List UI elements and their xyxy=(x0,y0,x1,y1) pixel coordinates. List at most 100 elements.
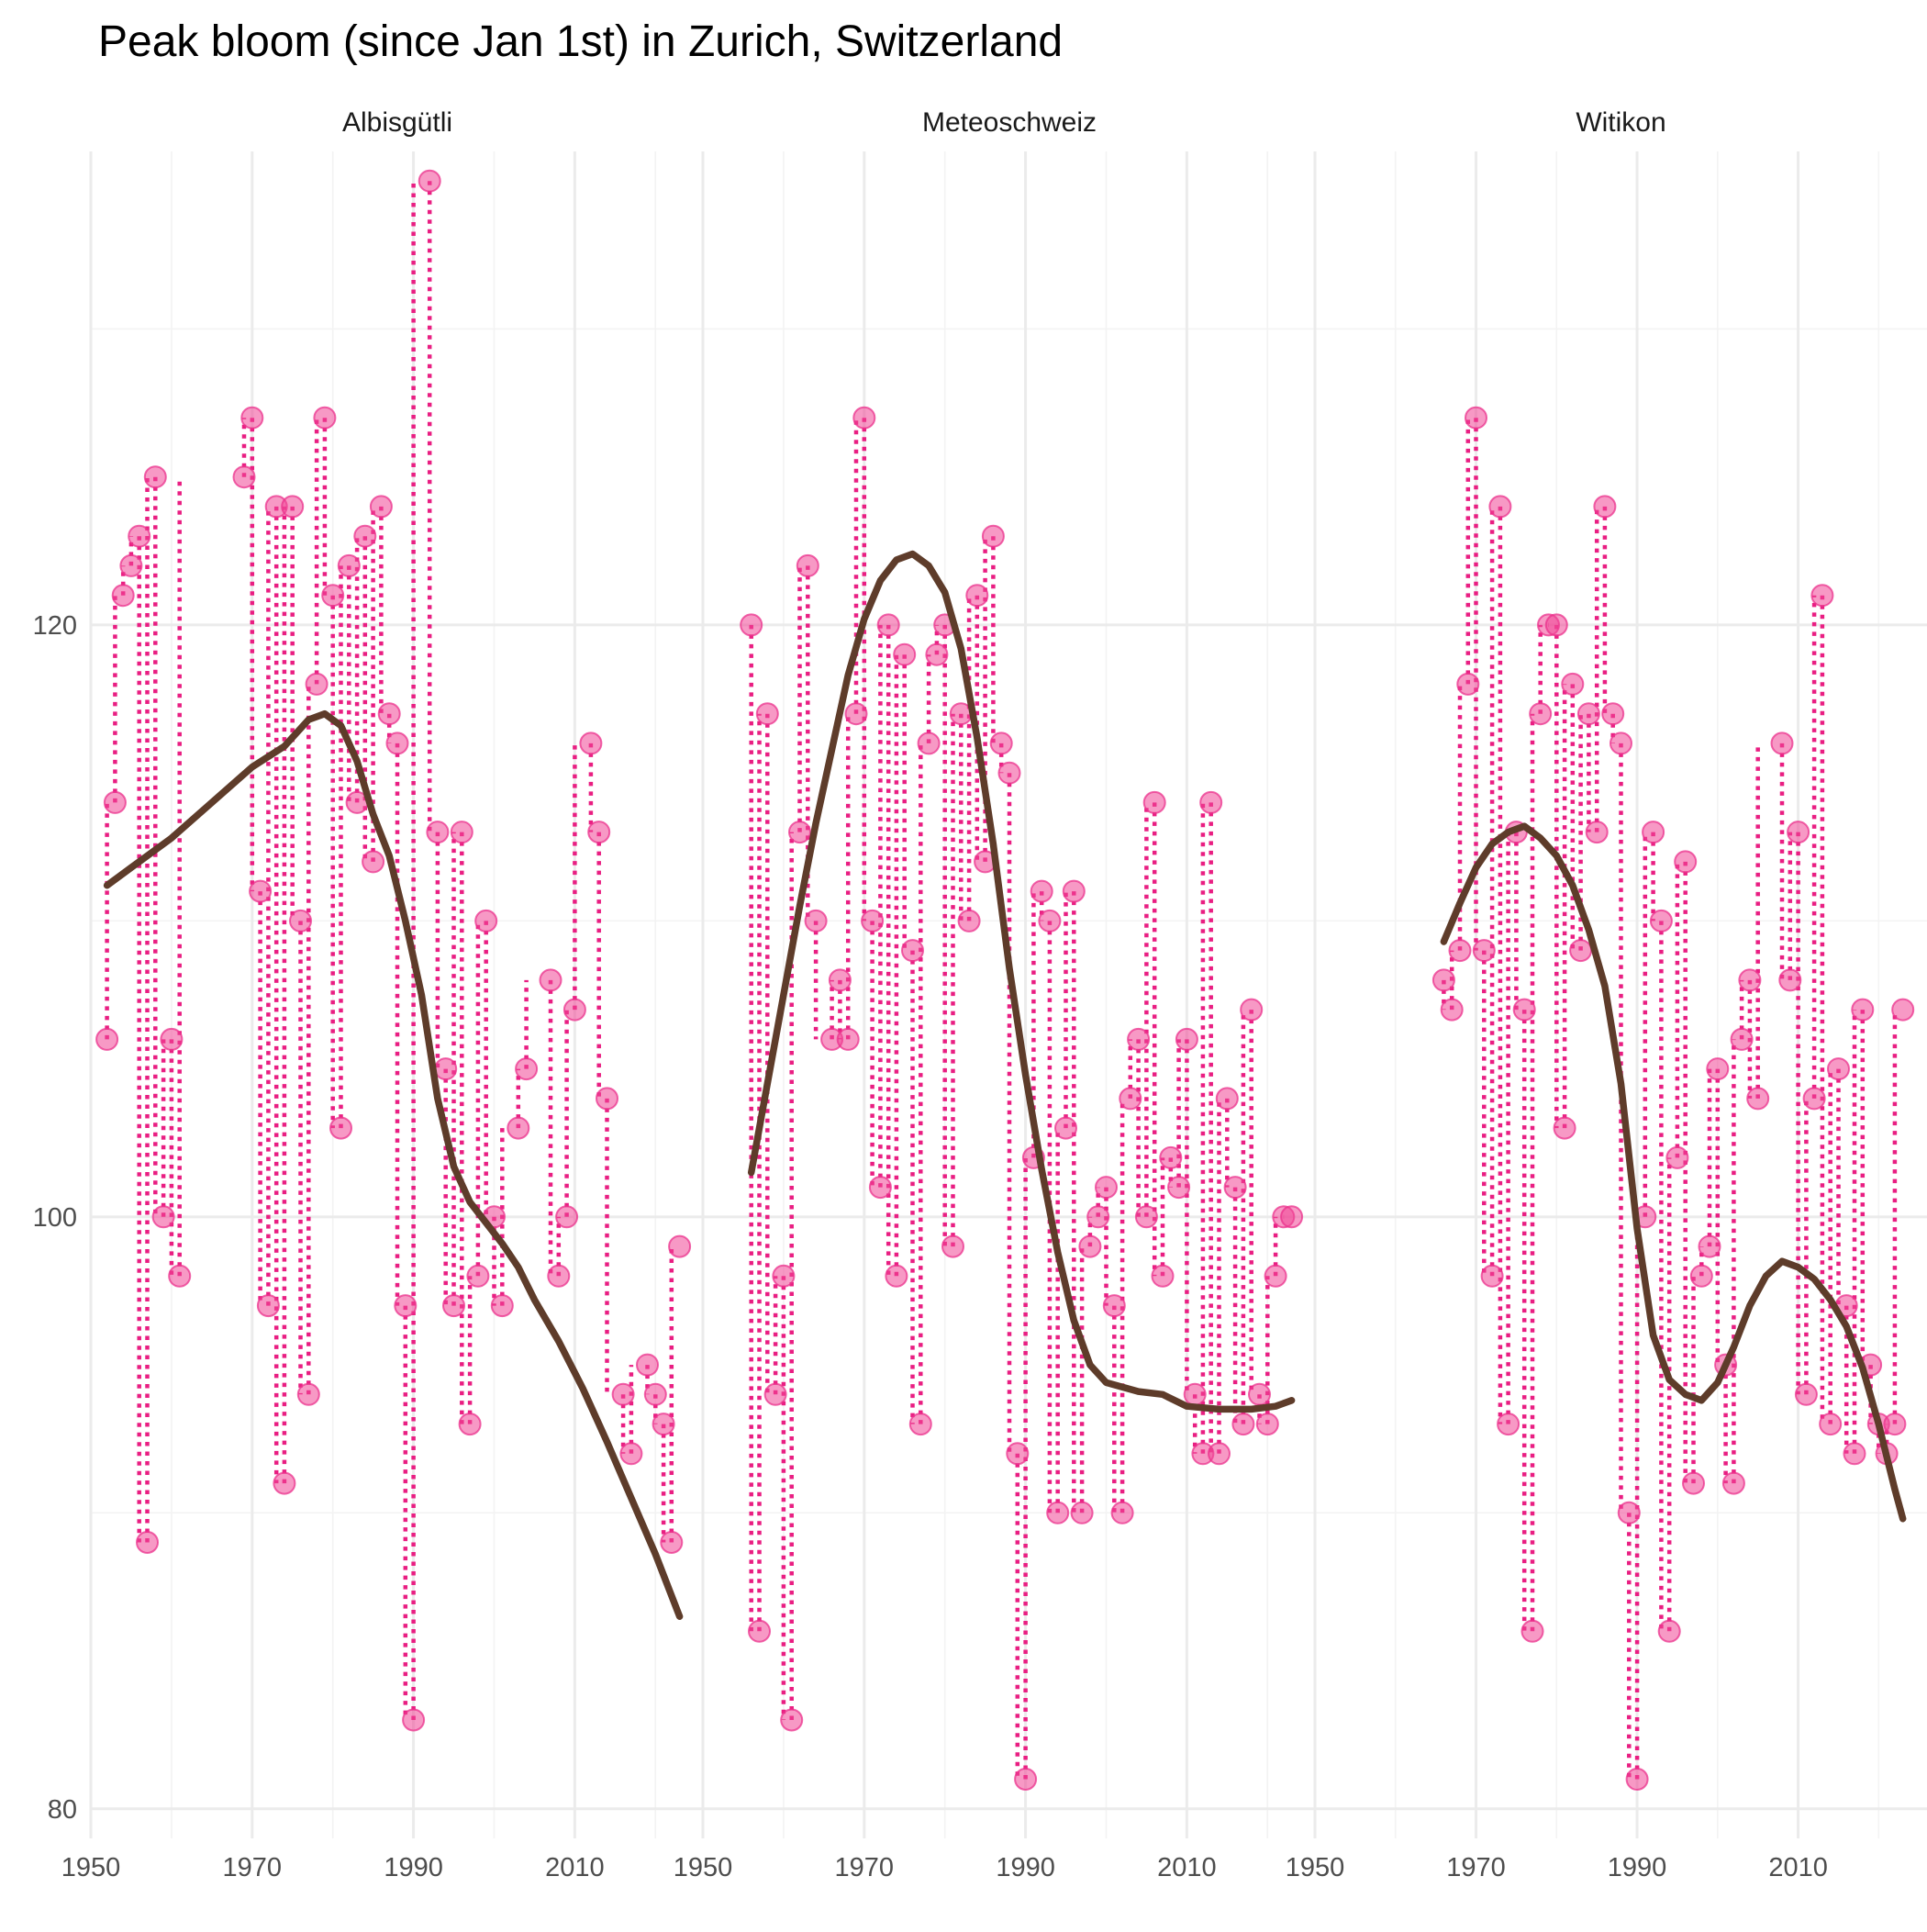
bloom-point xyxy=(1151,1264,1175,1288)
panel-strip-label: Albisgütli xyxy=(342,107,452,138)
bloom-point xyxy=(151,1205,175,1229)
bloom-point xyxy=(539,968,563,992)
bloom-point xyxy=(377,702,401,726)
x-tick-label: 1970 xyxy=(835,1853,895,1882)
bloom-point xyxy=(1431,968,1455,992)
bloom-point xyxy=(1497,1413,1520,1436)
bloom-point xyxy=(313,406,337,430)
bloom-point xyxy=(1802,1087,1826,1111)
smooth-trend-line xyxy=(103,709,684,1620)
bloom-point xyxy=(1843,1442,1866,1466)
bloom-point xyxy=(1778,968,1802,992)
bloom-point xyxy=(1512,998,1536,1022)
bloom-point xyxy=(1665,1145,1689,1169)
bloom-point xyxy=(1593,495,1617,519)
bloom-point xyxy=(1617,1501,1641,1524)
bloom-point xyxy=(1134,1205,1158,1229)
panel-1: Meteoschweiz 1950 1970 1990 2010 xyxy=(674,107,1316,1882)
bloom-point xyxy=(1070,1501,1094,1524)
bloom-point xyxy=(804,909,828,932)
y-tick-label: 80 xyxy=(48,1795,77,1825)
bloom-point xyxy=(748,1619,771,1643)
bloom-point xyxy=(111,584,135,608)
bloom-point xyxy=(1682,1471,1705,1495)
x-tick-label: 1990 xyxy=(1608,1853,1667,1882)
x-tick-label: 1950 xyxy=(674,1853,733,1882)
bloom-point xyxy=(337,553,361,577)
bloom-point xyxy=(474,909,498,932)
bloom-point xyxy=(1006,1442,1030,1466)
bloom-point xyxy=(1215,1087,1239,1111)
smooth-trend-line xyxy=(1440,822,1907,1523)
bloom-point xyxy=(852,406,876,430)
bloom-point xyxy=(1585,821,1609,844)
bloom-point xyxy=(296,1382,320,1406)
bloom-point xyxy=(1231,1413,1255,1436)
bloom-point xyxy=(119,553,143,577)
bloom-point xyxy=(1827,1057,1850,1081)
bloom-point xyxy=(1480,1264,1504,1288)
bloom-point xyxy=(1529,702,1553,726)
bloom-point xyxy=(289,909,312,932)
panel-0: Albisgütli 1950 1970 1990 2010 xyxy=(61,107,704,1882)
bloom-point xyxy=(1167,1176,1191,1200)
bloom-point xyxy=(418,169,441,193)
x-tick-label: 1970 xyxy=(223,1853,283,1882)
bloom-point xyxy=(256,1294,280,1318)
bloom-point xyxy=(369,495,393,519)
bloom-point xyxy=(1440,998,1464,1022)
bloom-point xyxy=(587,821,611,844)
bloom-point xyxy=(1183,1382,1207,1406)
bloom-point xyxy=(402,1708,426,1732)
bloom-point xyxy=(1199,790,1223,814)
bloom-point xyxy=(893,642,917,666)
bloom-point xyxy=(362,850,385,874)
x-tick-label: 1990 xyxy=(384,1853,443,1882)
bloom-point xyxy=(989,731,1013,755)
bloom-point xyxy=(796,553,819,577)
bloom-point xyxy=(836,1027,860,1051)
bloom-point xyxy=(1110,1501,1134,1524)
x-tick-label: 1970 xyxy=(1446,1853,1506,1882)
bloom-point xyxy=(1569,939,1593,963)
bloom-point xyxy=(1520,1619,1544,1643)
bloom-point xyxy=(1544,613,1568,637)
bloom-point xyxy=(394,1294,418,1318)
bloom-point xyxy=(1038,909,1062,932)
bloom-point xyxy=(1054,1116,1077,1140)
bloom-point xyxy=(160,1027,184,1051)
bloom-point xyxy=(321,584,345,608)
bloom-point xyxy=(385,731,409,755)
bloom-point xyxy=(1456,672,1480,696)
bloom-point xyxy=(740,613,763,637)
bloom-point xyxy=(636,1353,659,1377)
bloom-point xyxy=(1175,1027,1198,1051)
x-tick-label: 1950 xyxy=(1286,1853,1345,1882)
bloom-point xyxy=(143,465,167,489)
bloom-point xyxy=(547,1264,571,1288)
y-tick-label: 100 xyxy=(33,1203,77,1233)
bloom-point xyxy=(1488,495,1512,519)
bloom-point xyxy=(1730,1027,1754,1051)
bloom-point xyxy=(1706,1057,1730,1081)
bloom-point xyxy=(1255,1413,1279,1436)
bloom-point xyxy=(660,1531,684,1554)
bloom-point xyxy=(965,584,989,608)
bloom-point xyxy=(1625,1768,1649,1791)
bloom-point xyxy=(1448,939,1472,963)
bloom-point xyxy=(490,1294,514,1318)
bloom-point xyxy=(1674,850,1698,874)
bloom-point xyxy=(1062,879,1086,903)
y-tick-label: 120 xyxy=(33,611,77,641)
x-tick-label: 1950 xyxy=(61,1853,121,1882)
bloom-point xyxy=(780,1708,804,1732)
bloom-point xyxy=(329,1116,352,1140)
bloom-point xyxy=(1030,879,1053,903)
bloom-point xyxy=(619,1442,643,1466)
bloom-point xyxy=(466,1264,490,1288)
bloom-point xyxy=(1883,1413,1907,1436)
smooth-trend-line xyxy=(747,550,1296,1413)
bloom-point xyxy=(281,495,305,519)
bloom-point xyxy=(1472,939,1496,963)
